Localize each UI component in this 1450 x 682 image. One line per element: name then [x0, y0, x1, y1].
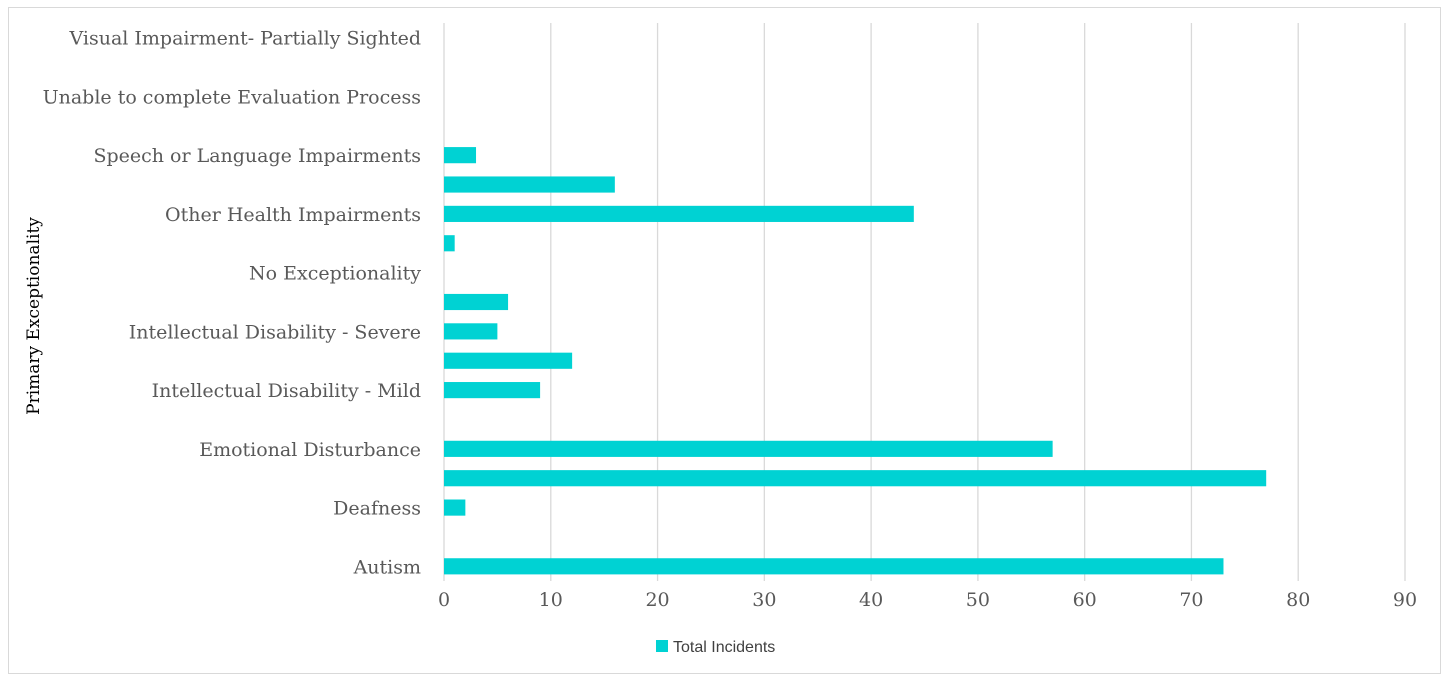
legend-label: Total Incidents: [673, 639, 775, 656]
bar-11: [444, 235, 455, 252]
x-tick-label: 20: [645, 589, 669, 611]
x-tick-labels: 0 10 20 30 40 50 60 70 80 90: [438, 589, 1417, 611]
category-label: Unable to complete Evaluation Process: [43, 86, 421, 108]
category-label: No Exceptionality: [249, 263, 421, 285]
bar-0: [444, 558, 1224, 575]
x-tick-label: 30: [752, 589, 776, 611]
x-tick-label: 60: [1073, 589, 1097, 611]
bar-4: [444, 440, 1053, 457]
bar-7: [444, 352, 573, 369]
x-tick-label: 0: [438, 589, 450, 611]
x-tick-label: 70: [1179, 589, 1203, 611]
category-labels: Autism Deafness Emotional Disturbance Intel…: [43, 28, 422, 579]
legend-swatch: [656, 640, 668, 652]
bar-8: [444, 323, 498, 340]
category-label: Emotional Disturbance: [199, 439, 421, 461]
bar-14: [444, 147, 477, 164]
bars: [444, 147, 1267, 575]
bar-3: [444, 470, 1267, 487]
bar-13: [444, 176, 615, 193]
x-tick-label: 50: [966, 589, 990, 611]
bar-6: [444, 382, 541, 399]
category-label: Intellectual Disability - Mild: [152, 380, 421, 402]
legend: Total Incidents: [656, 639, 775, 656]
category-label: Intellectual Disability - Severe: [129, 321, 421, 343]
bar-9: [444, 293, 509, 311]
category-label: Visual Impairment- Partially Sighted: [69, 28, 422, 50]
bar-12: [444, 205, 914, 222]
category-label: Autism: [353, 556, 421, 578]
x-tick-label: 80: [1286, 589, 1310, 611]
category-label: Speech or Language Impairments: [93, 145, 421, 167]
x-tick-label: 40: [859, 589, 883, 611]
x-tick-label: 10: [539, 589, 563, 611]
y-axis-title: Primary Exceptionality: [24, 217, 44, 415]
category-label: Deafness: [333, 498, 421, 520]
bar-2: [444, 499, 466, 516]
category-label: Other Health Impairments: [165, 204, 421, 226]
x-tick-label: 90: [1393, 589, 1417, 611]
gridlines: [443, 23, 1406, 581]
